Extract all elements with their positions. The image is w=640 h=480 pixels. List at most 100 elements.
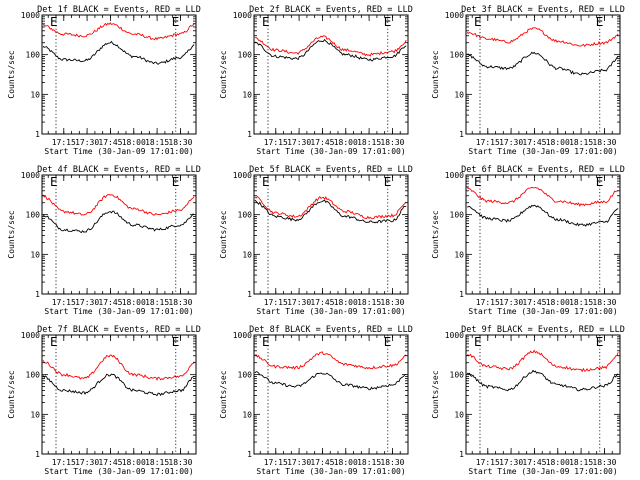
series-lld-line (466, 27, 619, 48)
plot-frame (465, 14, 621, 135)
y-tick-label: 100 (450, 211, 465, 220)
y-axis-label: Counts/sec (7, 210, 16, 258)
series-lld-line (254, 351, 407, 370)
plot-frame (41, 14, 197, 135)
x-tick-label: 18:15 (357, 458, 381, 467)
y-axis-label: Counts/sec (219, 210, 228, 258)
x-tick-label: 18:00 (546, 138, 570, 147)
eclipse-marker-label: E (596, 175, 604, 189)
y-tick-label: 100 (238, 371, 253, 380)
eclipse-marker-label: E (384, 335, 392, 349)
y-tick-label: 1 (35, 130, 40, 139)
x-tick-label: 17:15 (264, 298, 288, 307)
series-lld-line (42, 354, 195, 381)
y-tick-label: 10 (30, 250, 40, 259)
panel-title: Det 6f BLACK = Events, RED = LLD (461, 165, 625, 175)
series-lld-line (466, 349, 619, 373)
x-tick-label: 17:15 (52, 298, 76, 307)
x-axis-label: Start Time (30-Jan-09 17:01:00) (44, 307, 193, 316)
x-tick-label: 18:00 (334, 458, 358, 467)
x-tick-label: 17:30 (75, 138, 99, 147)
series-events-line (466, 369, 619, 392)
eclipse-marker-label: E (596, 335, 604, 349)
x-tick-label: 18:30 (168, 458, 192, 467)
panel-title: Det 1f BLACK = Events, RED = LLD (37, 5, 201, 15)
eclipse-marker-label: E (262, 15, 270, 29)
y-tick-label: 1 (35, 290, 40, 299)
series-events-line (42, 40, 195, 65)
x-tick-label: 17:15 (52, 458, 76, 467)
eclipse-marker-label: E (596, 15, 604, 29)
eclipse-marker-label: E (384, 175, 392, 189)
x-axis-label: Start Time (30-Jan-09 17:01:00) (468, 307, 617, 316)
series-lld-line (466, 186, 619, 207)
x-tick-label: 17:45 (310, 298, 334, 307)
y-tick-label: 10 (242, 410, 252, 419)
x-tick-label: 17:30 (499, 458, 523, 467)
y-axis-label: Counts/sec (7, 370, 16, 418)
y-tick-label: 1 (247, 130, 252, 139)
eclipse-marker-label: E (474, 175, 482, 189)
series-lld-line (254, 35, 407, 57)
y-tick-label: 100 (450, 51, 465, 60)
y-axis-label: Counts/sec (431, 210, 440, 258)
x-tick-label: 17:30 (75, 458, 99, 467)
y-tick-label: 100 (26, 371, 41, 380)
y-tick-label: 1 (247, 290, 252, 299)
y-tick-label: 1000 (445, 11, 464, 20)
y-axis-label: Counts/sec (219, 50, 228, 98)
eclipse-marker-label: E (50, 175, 58, 189)
x-tick-label: 17:30 (75, 298, 99, 307)
y-tick-label: 1000 (21, 331, 40, 340)
x-tick-label: 18:30 (592, 298, 616, 307)
x-tick-label: 18:15 (569, 458, 593, 467)
y-tick-label: 10 (454, 250, 464, 259)
x-tick-label: 18:15 (569, 138, 593, 147)
eclipse-marker-label: E (262, 175, 270, 189)
plot-frame (253, 14, 409, 135)
x-tick-label: 18:15 (145, 298, 169, 307)
plot-frame (465, 334, 621, 455)
y-tick-label: 100 (26, 51, 41, 60)
x-axis-label: Start Time (30-Jan-09 17:01:00) (44, 147, 193, 156)
series-events-line (254, 199, 407, 224)
x-axis-label: Start Time (30-Jan-09 17:01:00) (256, 307, 405, 316)
series-events-line (466, 51, 619, 76)
x-tick-label: 17:45 (310, 138, 334, 147)
y-axis-label: Counts/sec (219, 370, 228, 418)
y-tick-label: 10 (454, 90, 464, 99)
x-axis-label: Start Time (30-Jan-09 17:01:00) (256, 467, 405, 476)
series-lld-line (42, 194, 195, 216)
x-tick-label: 17:15 (476, 298, 500, 307)
x-tick-label: 17:15 (476, 138, 500, 147)
y-axis-label: Counts/sec (7, 50, 16, 98)
y-tick-label: 10 (242, 250, 252, 259)
x-tick-label: 17:30 (287, 458, 311, 467)
plot-frame (465, 174, 621, 295)
x-tick-label: 18:30 (592, 138, 616, 147)
x-tick-label: 17:45 (98, 298, 122, 307)
y-tick-label: 100 (238, 51, 253, 60)
y-axis-label: Counts/sec (431, 50, 440, 98)
x-tick-label: 18:15 (145, 138, 169, 147)
y-tick-label: 1000 (233, 331, 252, 340)
panel-title: Det 8f BLACK = Events, RED = LLD (249, 325, 413, 335)
x-tick-label: 18:00 (334, 138, 358, 147)
x-tick-label: 17:15 (476, 458, 500, 467)
x-tick-label: 18:00 (122, 298, 146, 307)
y-tick-label: 1 (35, 450, 40, 459)
y-tick-label: 1 (247, 450, 252, 459)
eclipse-marker-label: E (172, 175, 180, 189)
x-tick-label: 17:45 (310, 458, 334, 467)
y-tick-label: 10 (454, 410, 464, 419)
y-axis-label: Counts/sec (431, 370, 440, 418)
series-lld-line (42, 22, 195, 41)
series-events-line (42, 210, 195, 234)
eclipse-marker-label: E (50, 335, 58, 349)
